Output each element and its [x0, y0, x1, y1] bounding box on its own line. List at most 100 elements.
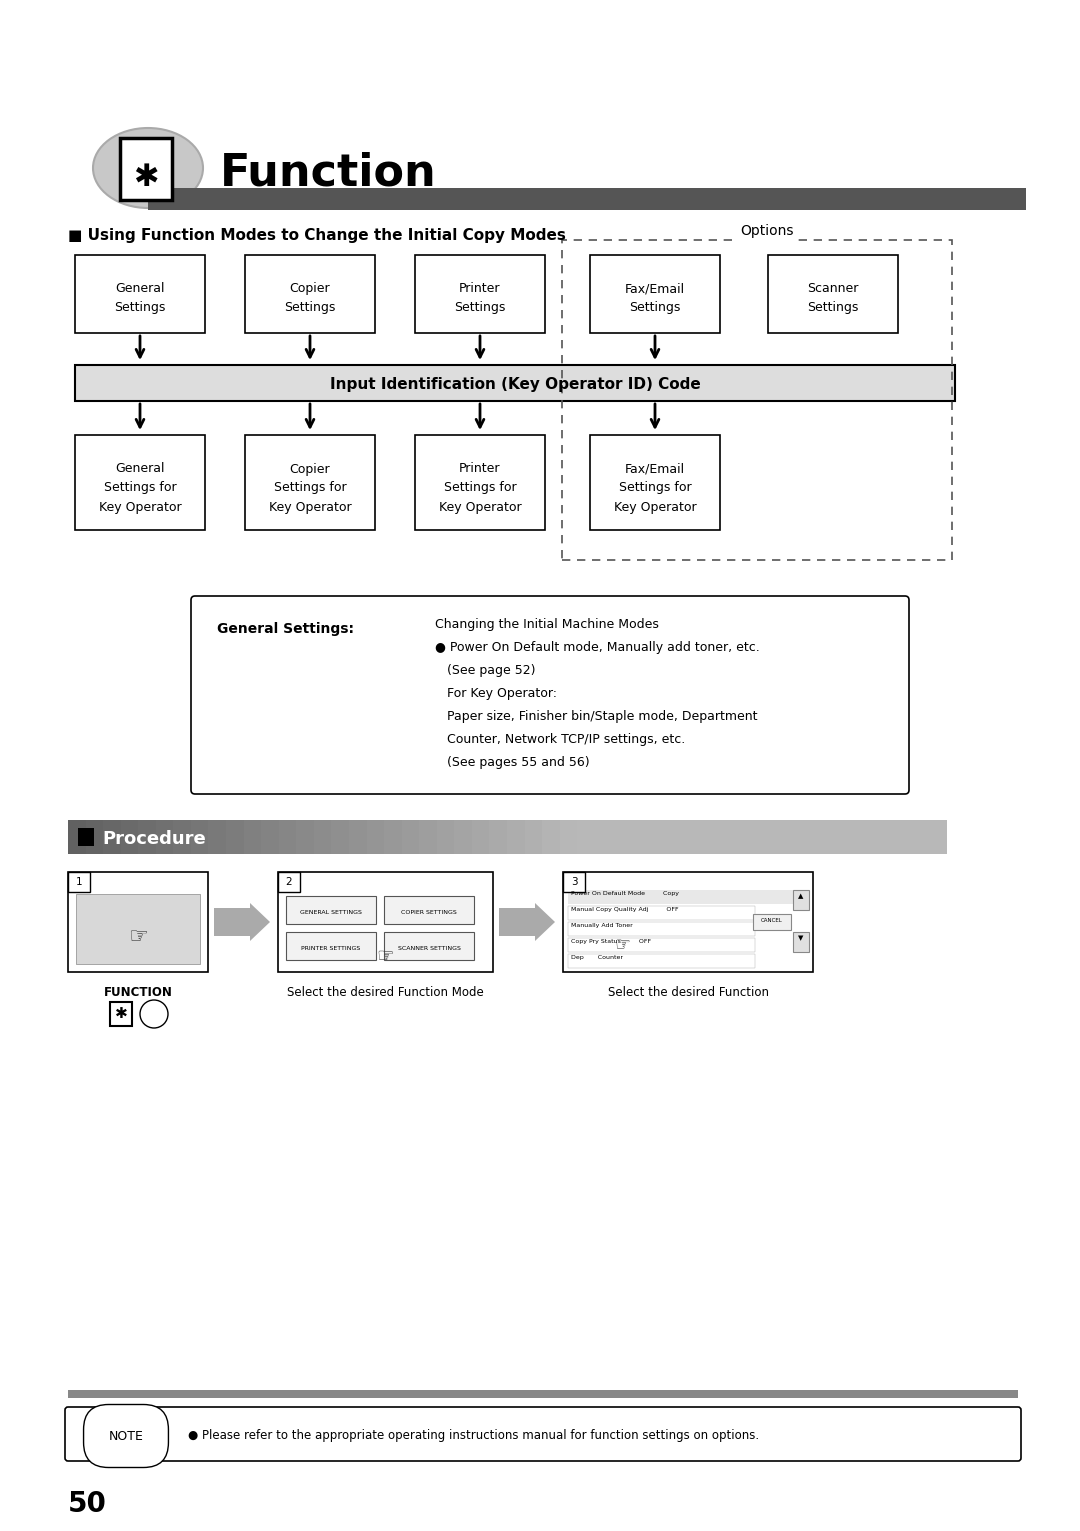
Text: Changing the Initial Machine Modes: Changing the Initial Machine Modes: [435, 619, 659, 631]
Bar: [75, 364, 955, 401]
Bar: [261, 821, 280, 854]
Text: ☞: ☞: [129, 926, 148, 948]
FancyArrow shape: [499, 903, 555, 942]
Text: Paper size, Finisher bin/Staple mode, Department: Paper size, Finisher bin/Staple mode, De…: [435, 710, 757, 723]
Text: ☞: ☞: [376, 948, 394, 966]
Bar: [121, 821, 139, 854]
Bar: [279, 821, 297, 854]
Bar: [507, 821, 526, 854]
Text: 1: 1: [76, 877, 82, 886]
Bar: [770, 821, 789, 854]
Bar: [419, 821, 437, 854]
Bar: [208, 821, 227, 854]
FancyBboxPatch shape: [65, 1407, 1021, 1461]
Bar: [138, 821, 157, 854]
Bar: [568, 922, 755, 935]
Bar: [314, 821, 333, 854]
Bar: [156, 821, 174, 854]
Bar: [85, 821, 104, 854]
Bar: [78, 828, 94, 847]
Text: ▲: ▲: [798, 893, 804, 899]
Bar: [174, 821, 192, 854]
Text: CANCEL: CANCEL: [761, 917, 783, 923]
Bar: [332, 821, 350, 854]
Bar: [590, 435, 720, 530]
Text: (See page 52): (See page 52): [435, 664, 536, 677]
Bar: [542, 821, 561, 854]
Bar: [753, 914, 791, 929]
Bar: [559, 821, 578, 854]
Bar: [244, 821, 262, 854]
Ellipse shape: [140, 1000, 168, 1027]
Bar: [148, 188, 1026, 210]
Bar: [120, 138, 172, 201]
Text: Printer
Settings: Printer Settings: [455, 282, 505, 314]
Bar: [402, 821, 420, 854]
Text: 50: 50: [68, 1490, 107, 1519]
Bar: [568, 939, 755, 952]
Bar: [910, 821, 930, 854]
Bar: [75, 256, 205, 334]
Text: Copier
Settings for
Key Operator: Copier Settings for Key Operator: [269, 462, 351, 513]
Bar: [768, 256, 897, 334]
Text: For Key Operator:: For Key Operator:: [435, 687, 557, 700]
Bar: [226, 821, 244, 854]
Text: Dep       Counter: Dep Counter: [571, 955, 623, 960]
Bar: [700, 821, 718, 854]
Bar: [415, 256, 545, 334]
Text: ● Power On Default mode, Manually add toner, etc.: ● Power On Default mode, Manually add to…: [435, 641, 759, 654]
Bar: [366, 821, 386, 854]
Bar: [68, 821, 86, 854]
Bar: [806, 821, 824, 854]
Bar: [577, 821, 596, 854]
Bar: [823, 821, 841, 854]
Bar: [191, 821, 210, 854]
Text: General
Settings: General Settings: [114, 282, 165, 314]
Bar: [103, 821, 122, 854]
Bar: [525, 821, 543, 854]
Bar: [612, 821, 631, 854]
Text: Input Identification (Key Operator ID) Code: Input Identification (Key Operator ID) C…: [329, 378, 700, 392]
FancyArrow shape: [214, 903, 270, 942]
Text: Copy Pry Status         OFF: Copy Pry Status OFF: [571, 939, 651, 945]
Bar: [296, 821, 315, 854]
Text: Fax/Email
Settings for
Key Operator: Fax/Email Settings for Key Operator: [613, 462, 697, 513]
Text: ■ Using Function Modes to Change the Initial Copy Modes: ■ Using Function Modes to Change the Ini…: [68, 228, 566, 243]
Bar: [793, 932, 809, 952]
Text: General Settings:: General Settings:: [217, 622, 354, 635]
Text: NOTE: NOTE: [109, 1430, 144, 1442]
Text: ✱: ✱: [133, 162, 159, 191]
Bar: [735, 821, 754, 854]
Bar: [648, 821, 666, 854]
Text: Counter, Network TCP/IP settings, etc.: Counter, Network TCP/IP settings, etc.: [435, 733, 685, 746]
Bar: [562, 240, 951, 560]
Bar: [245, 256, 375, 334]
Ellipse shape: [93, 129, 203, 208]
Bar: [384, 932, 474, 960]
Bar: [68, 1390, 1018, 1398]
Text: Manual Copy Quality Adj         OFF: Manual Copy Quality Adj OFF: [571, 906, 678, 912]
Bar: [718, 821, 737, 854]
Text: FUNCTION: FUNCTION: [104, 986, 173, 1000]
Bar: [876, 821, 894, 854]
Text: Copier
Settings: Copier Settings: [284, 282, 336, 314]
Bar: [278, 873, 492, 972]
Bar: [929, 821, 947, 854]
Text: GENERAL SETTINGS: GENERAL SETTINGS: [300, 909, 362, 914]
Bar: [472, 821, 490, 854]
Text: ✱: ✱: [114, 1006, 127, 1021]
Bar: [753, 821, 771, 854]
Bar: [75, 435, 205, 530]
Text: Select the desired Function: Select the desired Function: [607, 986, 769, 1000]
Bar: [630, 821, 648, 854]
Text: Procedure: Procedure: [102, 830, 206, 848]
Bar: [76, 894, 200, 965]
Bar: [436, 821, 456, 854]
Text: Power On Default Mode         Copy: Power On Default Mode Copy: [571, 891, 679, 896]
Bar: [278, 873, 300, 893]
Bar: [455, 821, 473, 854]
Bar: [595, 821, 613, 854]
Text: Function: Function: [220, 152, 436, 194]
Bar: [683, 821, 701, 854]
Text: Manually Add Toner: Manually Add Toner: [571, 923, 633, 928]
